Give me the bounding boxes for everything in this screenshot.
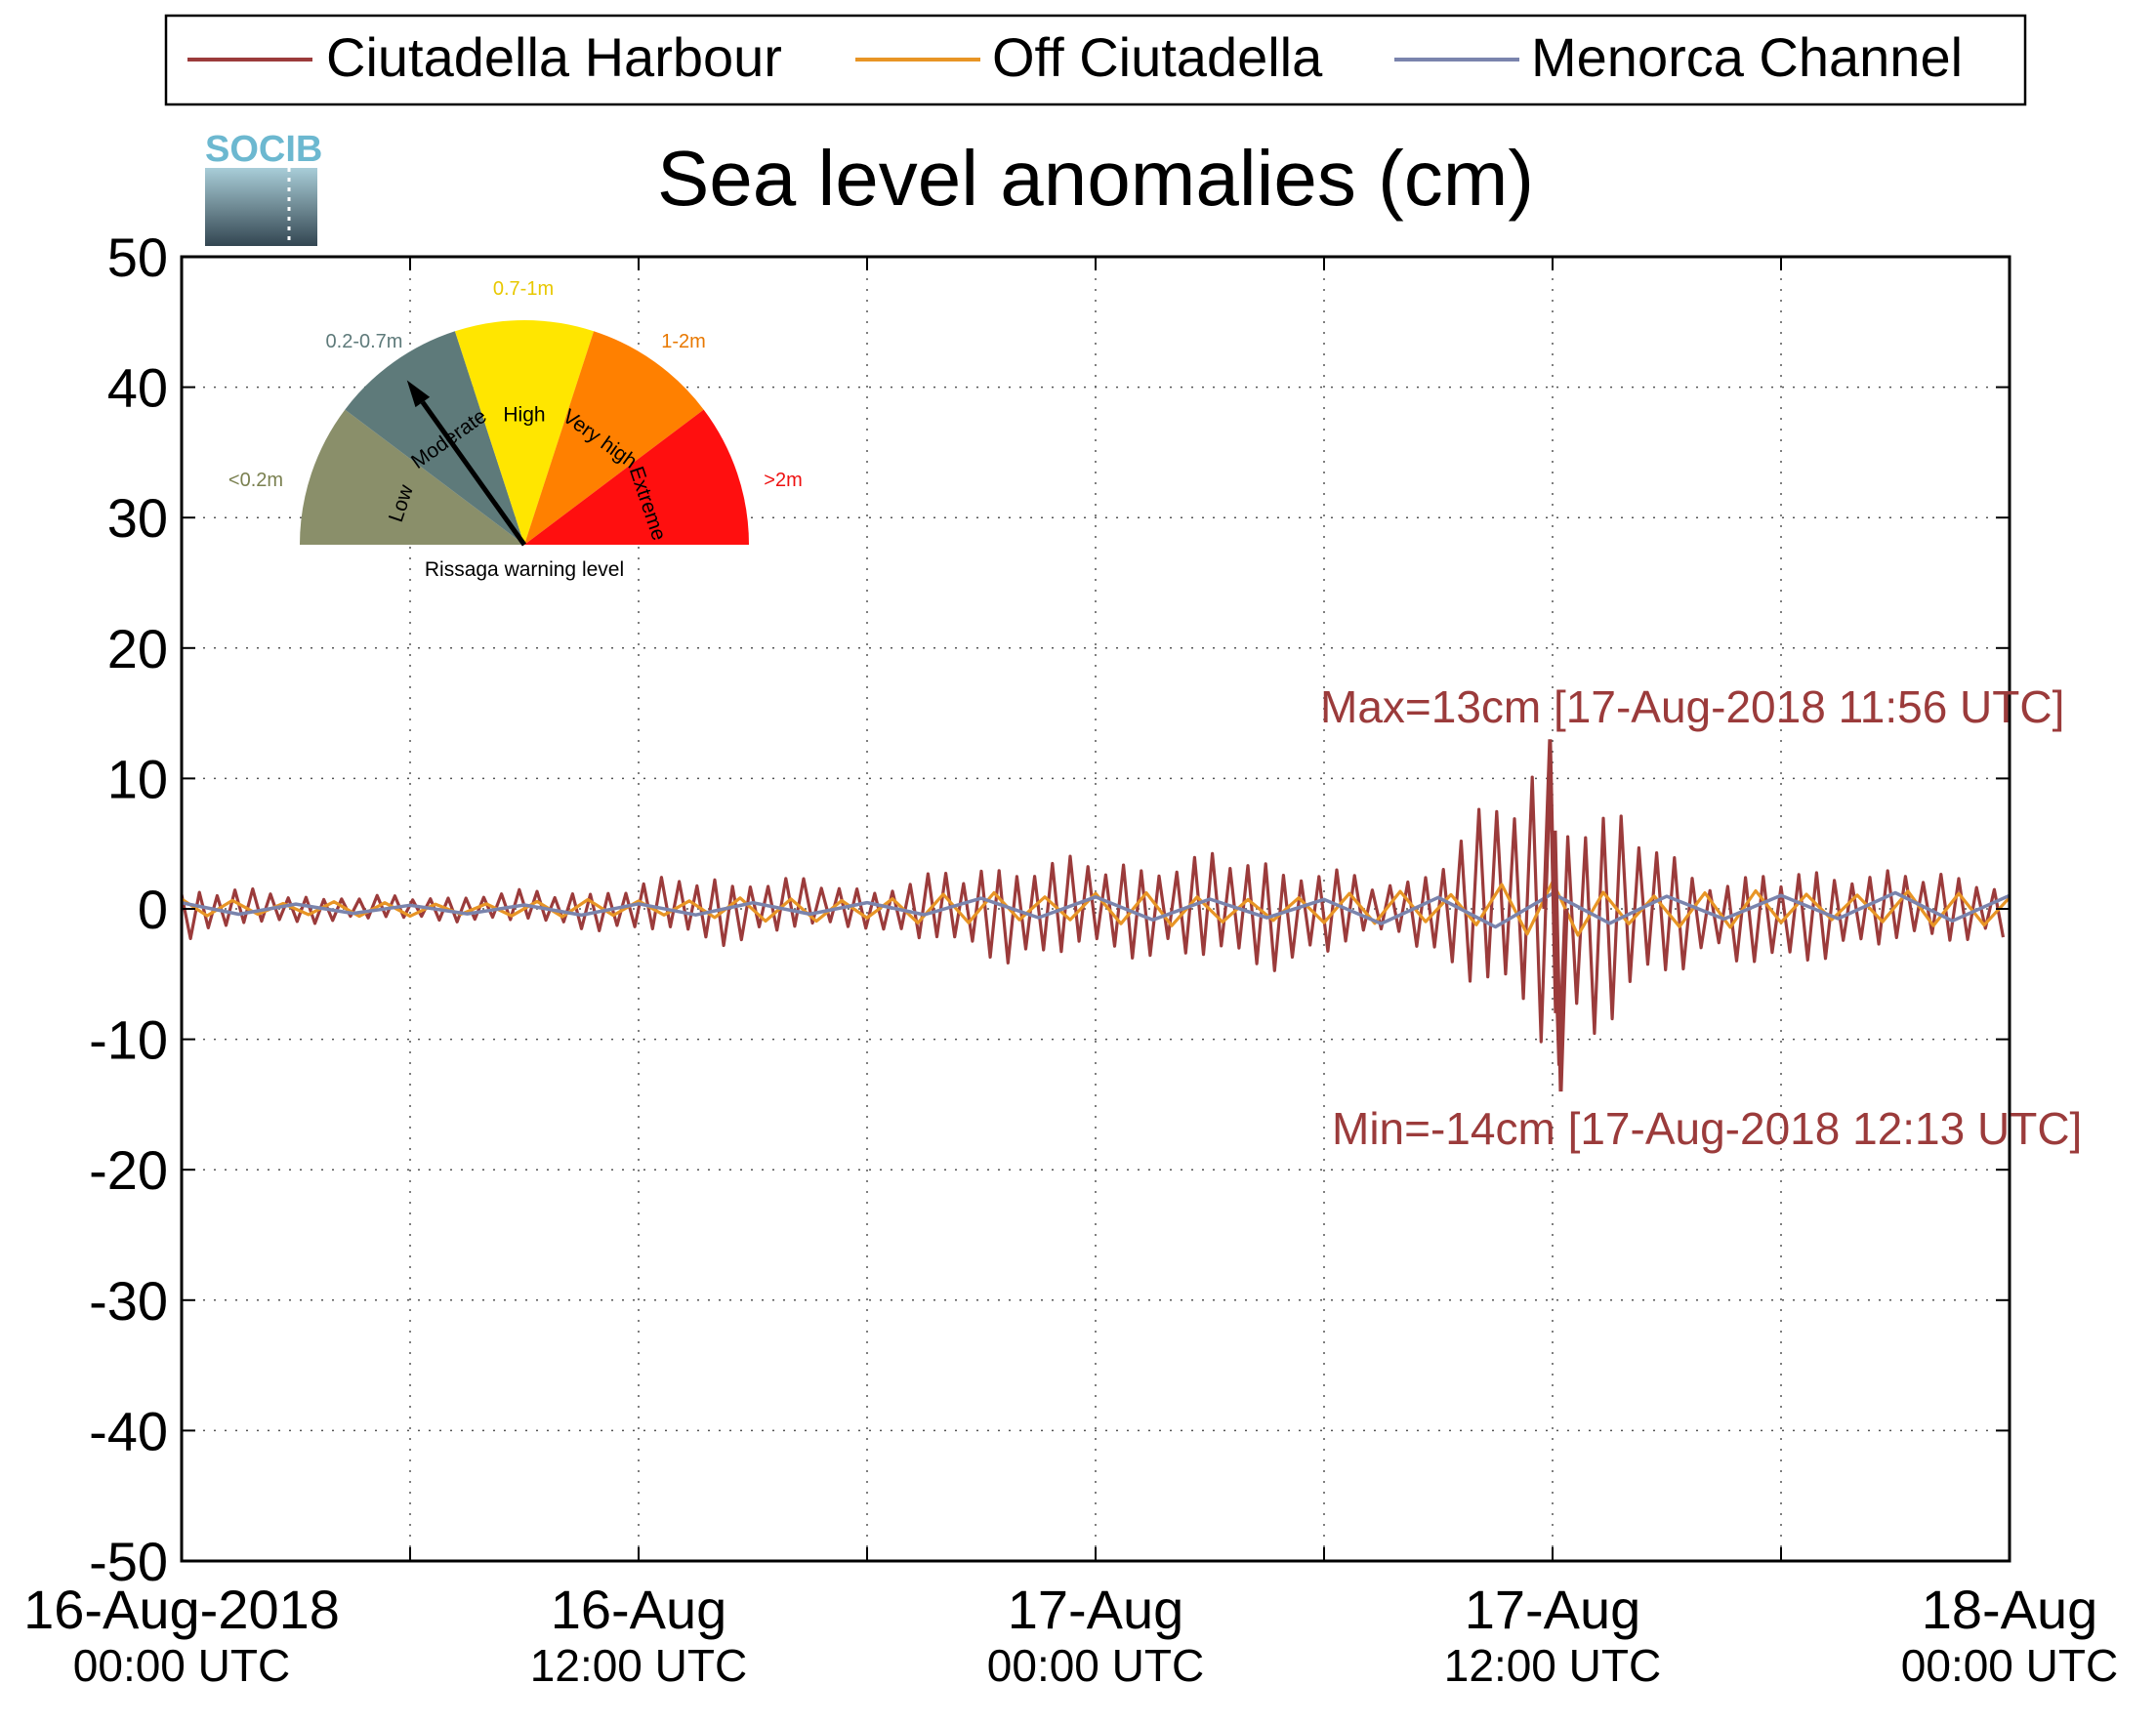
series-off-ciutadella-line xyxy=(182,880,2010,937)
y-tick-label: 20 xyxy=(107,618,168,679)
y-tick-label: 40 xyxy=(107,357,168,419)
gauge-label-high: High xyxy=(503,404,545,427)
gauge-segment-very-high xyxy=(524,331,704,545)
x-tick-label-date: 17-Aug xyxy=(1465,1579,1641,1640)
chart-title: Sea level anomalies (cm) xyxy=(657,135,1534,222)
legend: Ciutadella Harbour Off Ciutadella Menorc… xyxy=(164,14,2027,106)
logo-mark xyxy=(205,168,317,246)
x-tick-label-date: 16-Aug-2018 xyxy=(23,1579,340,1640)
series-layer xyxy=(182,739,2010,1092)
series-menorca-channel-line xyxy=(182,890,2010,929)
gauge-title: Rissaga warning level xyxy=(425,558,624,581)
gauge-range-high: 0.7-1m xyxy=(493,278,554,300)
gauge-segment-extreme xyxy=(524,409,749,545)
gauge-range-very-high: 1-2m xyxy=(661,331,706,352)
socib-logo: SOCIB xyxy=(205,129,322,246)
grid-lines xyxy=(182,257,2010,1561)
y-tick-label: -40 xyxy=(89,1400,168,1461)
x-tick-label-time: 00:00 UTC xyxy=(73,1640,290,1691)
gauge-range-moderate: 0.2-0.7m xyxy=(326,331,403,352)
legend-box xyxy=(164,14,2027,106)
y-tick-label: 0 xyxy=(138,879,168,940)
legend-label-menorca-channel: Menorca Channel xyxy=(1531,26,1963,88)
gauge-segment-moderate xyxy=(345,331,524,545)
x-tick-label-time: 12:00 UTC xyxy=(1444,1640,1661,1691)
x-tick-label-time: 12:00 UTC xyxy=(530,1640,747,1691)
legend-item-menorca-channel: Menorca Channel xyxy=(1394,26,1963,88)
x-tick-label-date: 17-Aug xyxy=(1008,1579,1184,1640)
y-tick-label: 30 xyxy=(107,487,168,549)
y-tick-label: -10 xyxy=(89,1009,168,1071)
gauge-segment-high xyxy=(454,320,595,545)
legend-item-ciutadella-harbour: Ciutadella Harbour xyxy=(187,26,782,88)
series-harbour-min-peak xyxy=(1553,830,1569,1092)
legend-label-off-ciutadella: Off Ciutadella xyxy=(992,26,1323,88)
y-tick-label: 50 xyxy=(107,226,168,288)
rissaga-warning-gauge: Low Moderate High Very high Extreme <0.2… xyxy=(228,278,803,581)
axis-ticks xyxy=(181,256,2011,1562)
y-tick-label: -50 xyxy=(89,1531,168,1592)
x-tick-label-time: 00:00 UTC xyxy=(987,1640,1204,1691)
gauge-segment-low xyxy=(300,409,524,545)
y-axis-tick-labels: 50 40 30 20 10 0 -10 -20 -30 -40 -50 xyxy=(89,226,168,1592)
gauge-range-extreme: >2m xyxy=(764,470,802,491)
x-tick-label-date: 18-Aug xyxy=(1922,1579,2098,1640)
y-tick-label: -20 xyxy=(89,1139,168,1201)
series-ciutadella-harbour-line xyxy=(182,775,2006,1066)
gauge-range-low: <0.2m xyxy=(228,470,283,491)
y-tick-label: 10 xyxy=(107,748,168,809)
gauge-needle-arrow-icon xyxy=(406,380,527,547)
x-tick-label-date: 16-Aug xyxy=(551,1579,727,1640)
min-annotation: Min=-14cm [17-Aug-2018 12:13 UTC] xyxy=(1332,1103,2082,1154)
logo-text: SOCIB xyxy=(205,129,322,170)
max-annotation: Max=13cm [17-Aug-2018 11:56 UTC] xyxy=(1320,681,2064,732)
series-harbour-max-peak xyxy=(1542,739,1558,1013)
legend-label-ciutadella-harbour: Ciutadella Harbour xyxy=(326,26,782,88)
x-tick-label-time: 00:00 UTC xyxy=(1901,1640,2118,1691)
legend-item-off-ciutadella: Off Ciutadella xyxy=(855,26,1323,88)
y-tick-label: -30 xyxy=(89,1270,168,1332)
